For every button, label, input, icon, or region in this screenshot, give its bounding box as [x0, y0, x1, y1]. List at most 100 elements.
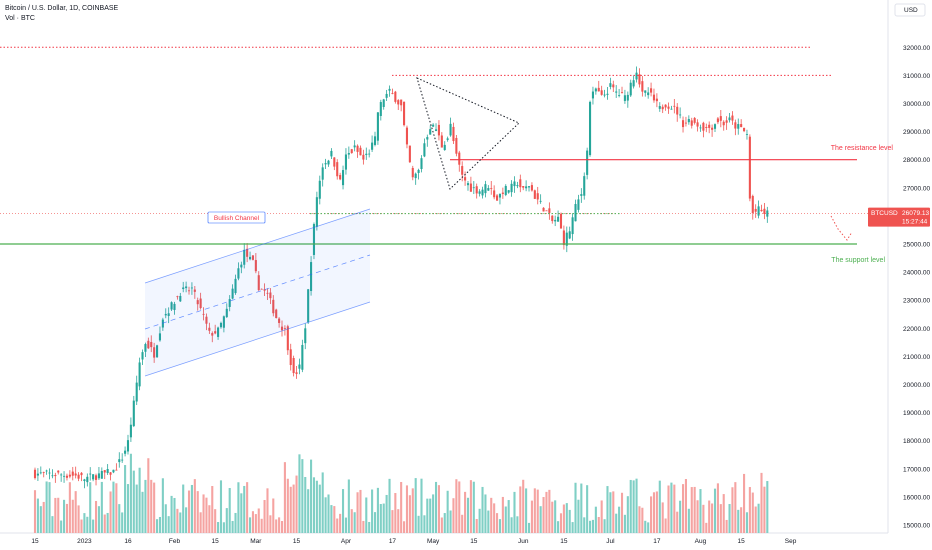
volume-bar: [635, 478, 638, 533]
candle-body: [185, 286, 188, 289]
x-tick-label: 15: [31, 538, 39, 545]
volume-bar: [760, 472, 763, 533]
volume-bar: [539, 506, 542, 533]
volume-bar: [286, 478, 289, 533]
candle-body: [208, 327, 211, 331]
candle-body: [554, 219, 557, 222]
candle-body: [347, 153, 350, 155]
volume-bar: [670, 482, 673, 533]
volume-bar: [632, 480, 635, 533]
volume-bar: [699, 489, 702, 533]
volume-bar: [219, 480, 223, 533]
volume-bar: [751, 492, 754, 533]
candle-body: [484, 184, 487, 194]
volume-bar: [449, 510, 452, 533]
volume-bar: [664, 518, 667, 533]
candle-body: [141, 352, 144, 360]
x-tick-label: May: [427, 538, 440, 545]
price-tag-countdown: 15:27:44: [902, 219, 928, 226]
candle-body: [231, 288, 234, 299]
channel-upper: [144, 208, 371, 284]
candle-body: [196, 300, 199, 305]
candle-body: [501, 192, 504, 194]
volume-bar: [597, 517, 600, 533]
channel-label: Bullish Channel: [214, 215, 260, 222]
candle-body: [405, 127, 409, 145]
volume-bar: [606, 486, 609, 533]
volume-bar: [187, 490, 191, 533]
y-tick-label: 22000.00: [903, 326, 930, 333]
volume-bar: [577, 499, 580, 533]
candle-body: [597, 87, 600, 92]
volume-bar: [89, 482, 92, 533]
volume-bar: [559, 513, 563, 533]
volume-bar: [568, 509, 571, 533]
x-tick-label: Jul: [606, 538, 615, 545]
volume-bar: [629, 479, 632, 533]
candle-body: [699, 127, 702, 129]
y-tick-label: 20000.00: [903, 382, 930, 389]
candle-body: [464, 177, 467, 181]
candle-body: [580, 194, 583, 196]
y-tick-label: 30000.00: [903, 101, 930, 108]
volume-bar: [135, 484, 138, 533]
volume-bar: [77, 505, 80, 533]
volume-bar: [86, 516, 89, 533]
candle-body: [225, 308, 228, 318]
candle-body: [650, 88, 653, 93]
candle-body: [275, 309, 278, 319]
candle-body: [368, 153, 371, 155]
channel-lower: [144, 301, 371, 377]
volume-bar: [196, 491, 199, 533]
volume-bar: [382, 503, 385, 533]
candle-body: [176, 296, 179, 298]
currency-box[interactable]: [894, 3, 926, 17]
candle-body: [301, 344, 304, 370]
volume-bar: [57, 497, 60, 533]
candle-body: [530, 185, 533, 191]
candle-body: [745, 134, 749, 135]
candle-body: [263, 289, 266, 291]
x-tick-label: Jun: [518, 538, 529, 545]
candle-body: [57, 470, 60, 473]
candle-body: [254, 260, 257, 272]
candle-body: [504, 185, 507, 195]
volume-bar: [376, 487, 379, 533]
x-tick-label: 17: [653, 538, 661, 545]
volume-bar: [45, 481, 48, 533]
volume-bar: [650, 496, 653, 533]
candle-body: [658, 106, 661, 109]
candle-body: [647, 92, 650, 96]
candle-body: [376, 112, 379, 141]
candle-body: [740, 124, 743, 128]
volume-bar: [373, 512, 377, 533]
volume-bar: [719, 504, 722, 533]
candle-body: [525, 186, 528, 189]
volume-bar: [469, 480, 472, 533]
volume-bar: [728, 504, 731, 533]
volume-bar: [385, 494, 388, 533]
volume-bar: [641, 507, 644, 533]
volume-bar: [211, 486, 214, 533]
candle-body: [391, 93, 394, 94]
candle-body: [623, 95, 626, 101]
candle-body: [632, 80, 635, 87]
candle-body: [681, 120, 685, 128]
volume-bar: [138, 467, 141, 533]
volume-bar: [158, 516, 162, 533]
candle-body: [371, 142, 374, 150]
volume-bar: [731, 487, 734, 533]
support-label: The support level: [831, 257, 885, 264]
volume-bar: [231, 520, 234, 533]
candle-body: [71, 471, 74, 476]
projection-path: [830, 215, 853, 241]
candle-body: [696, 122, 699, 127]
candle-body: [487, 188, 490, 191]
volume-bar: [743, 473, 746, 533]
volume-bar: [94, 500, 98, 533]
volume-bar: [65, 503, 69, 533]
candle-body: [42, 472, 45, 473]
volume-bar: [106, 512, 109, 533]
volume-bar: [708, 500, 711, 533]
